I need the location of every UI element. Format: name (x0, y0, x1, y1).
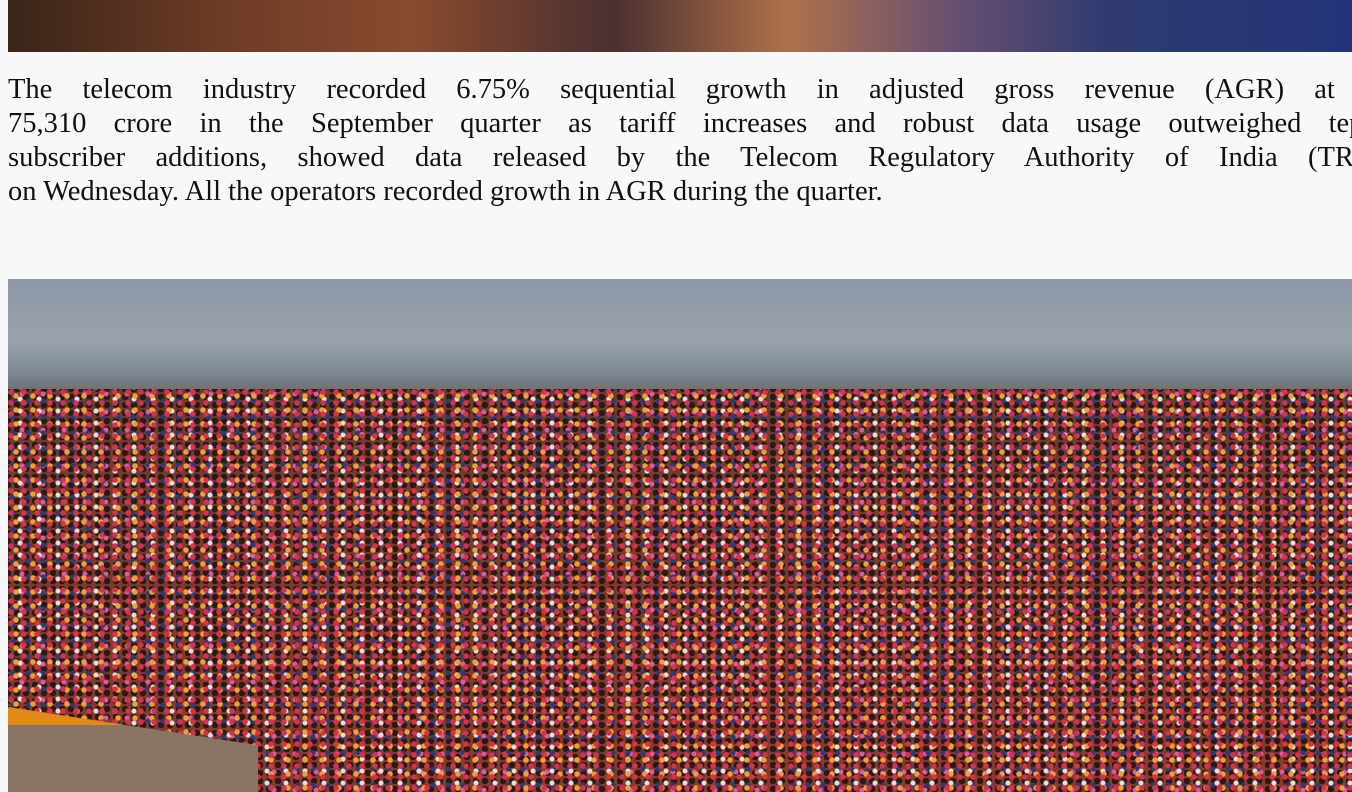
paragraph-line: subscriber additions, showed data releas… (8, 141, 1352, 175)
paragraph-line: on Wednesday. All the operators recorded… (8, 175, 1352, 209)
header-image (8, 0, 1352, 52)
crowd-photo (8, 279, 1352, 792)
paragraph-line: 75,310 crore in the September quarter as… (8, 107, 1352, 141)
paragraph-line: The telecom industry recorded 6.75% sequ… (8, 73, 1352, 107)
crowd (8, 389, 1352, 792)
article-paragraph: The telecom industry recorded 6.75% sequ… (8, 73, 1352, 209)
page: The telecom industry recorded 6.75% sequ… (0, 0, 1352, 792)
